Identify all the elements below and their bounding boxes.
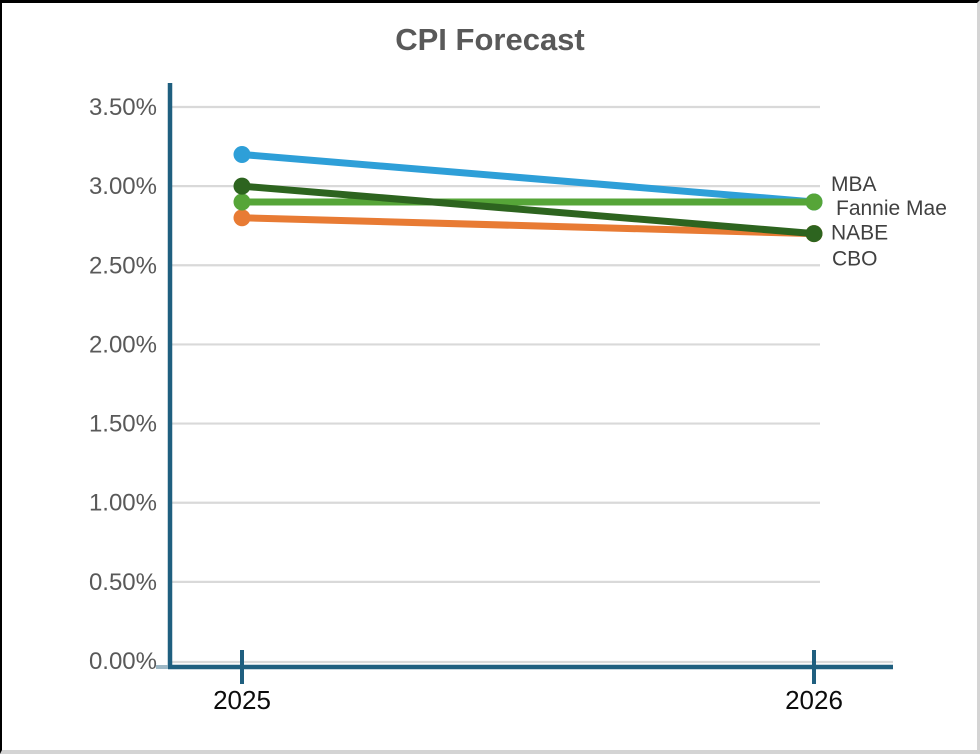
series-line-nabe — [238, 182, 818, 238]
y-axis-tick-label: 1.50% — [89, 411, 157, 438]
y-axis-tick-label: 3.00% — [89, 173, 157, 200]
series-label-mba: MBA — [831, 173, 877, 196]
series-line-cbo — [238, 214, 818, 238]
y-axis-tick-label: 0.00% — [89, 648, 157, 675]
series-point-nabe — [805, 225, 823, 243]
y-axis-tick-label: 3.50% — [89, 94, 157, 121]
x-axis-tick-label: 2026 — [785, 685, 843, 715]
series-label-fannie-mae: Fannie Mae — [836, 197, 947, 220]
series-label-nabe: NABE — [831, 222, 888, 245]
series-line-mba — [238, 150, 818, 206]
y-axis-tick-label: 1.00% — [89, 490, 157, 517]
y-axis-tick-label: 2.50% — [89, 252, 157, 279]
series-point-nabe — [233, 177, 251, 195]
series-point-fannie-mae — [805, 193, 823, 211]
series-point-fannie-mae — [233, 193, 251, 211]
series-label-cbo: CBO — [832, 248, 878, 271]
y-axis-tick-label: 0.50% — [89, 569, 157, 596]
chart-title: CPI Forecast — [395, 22, 585, 57]
series-point-cbo — [233, 209, 251, 227]
y-axis-tick-label: 2.00% — [89, 331, 157, 358]
series-point-mba — [233, 145, 251, 163]
x-axis-tick-label: 2025 — [213, 685, 271, 715]
